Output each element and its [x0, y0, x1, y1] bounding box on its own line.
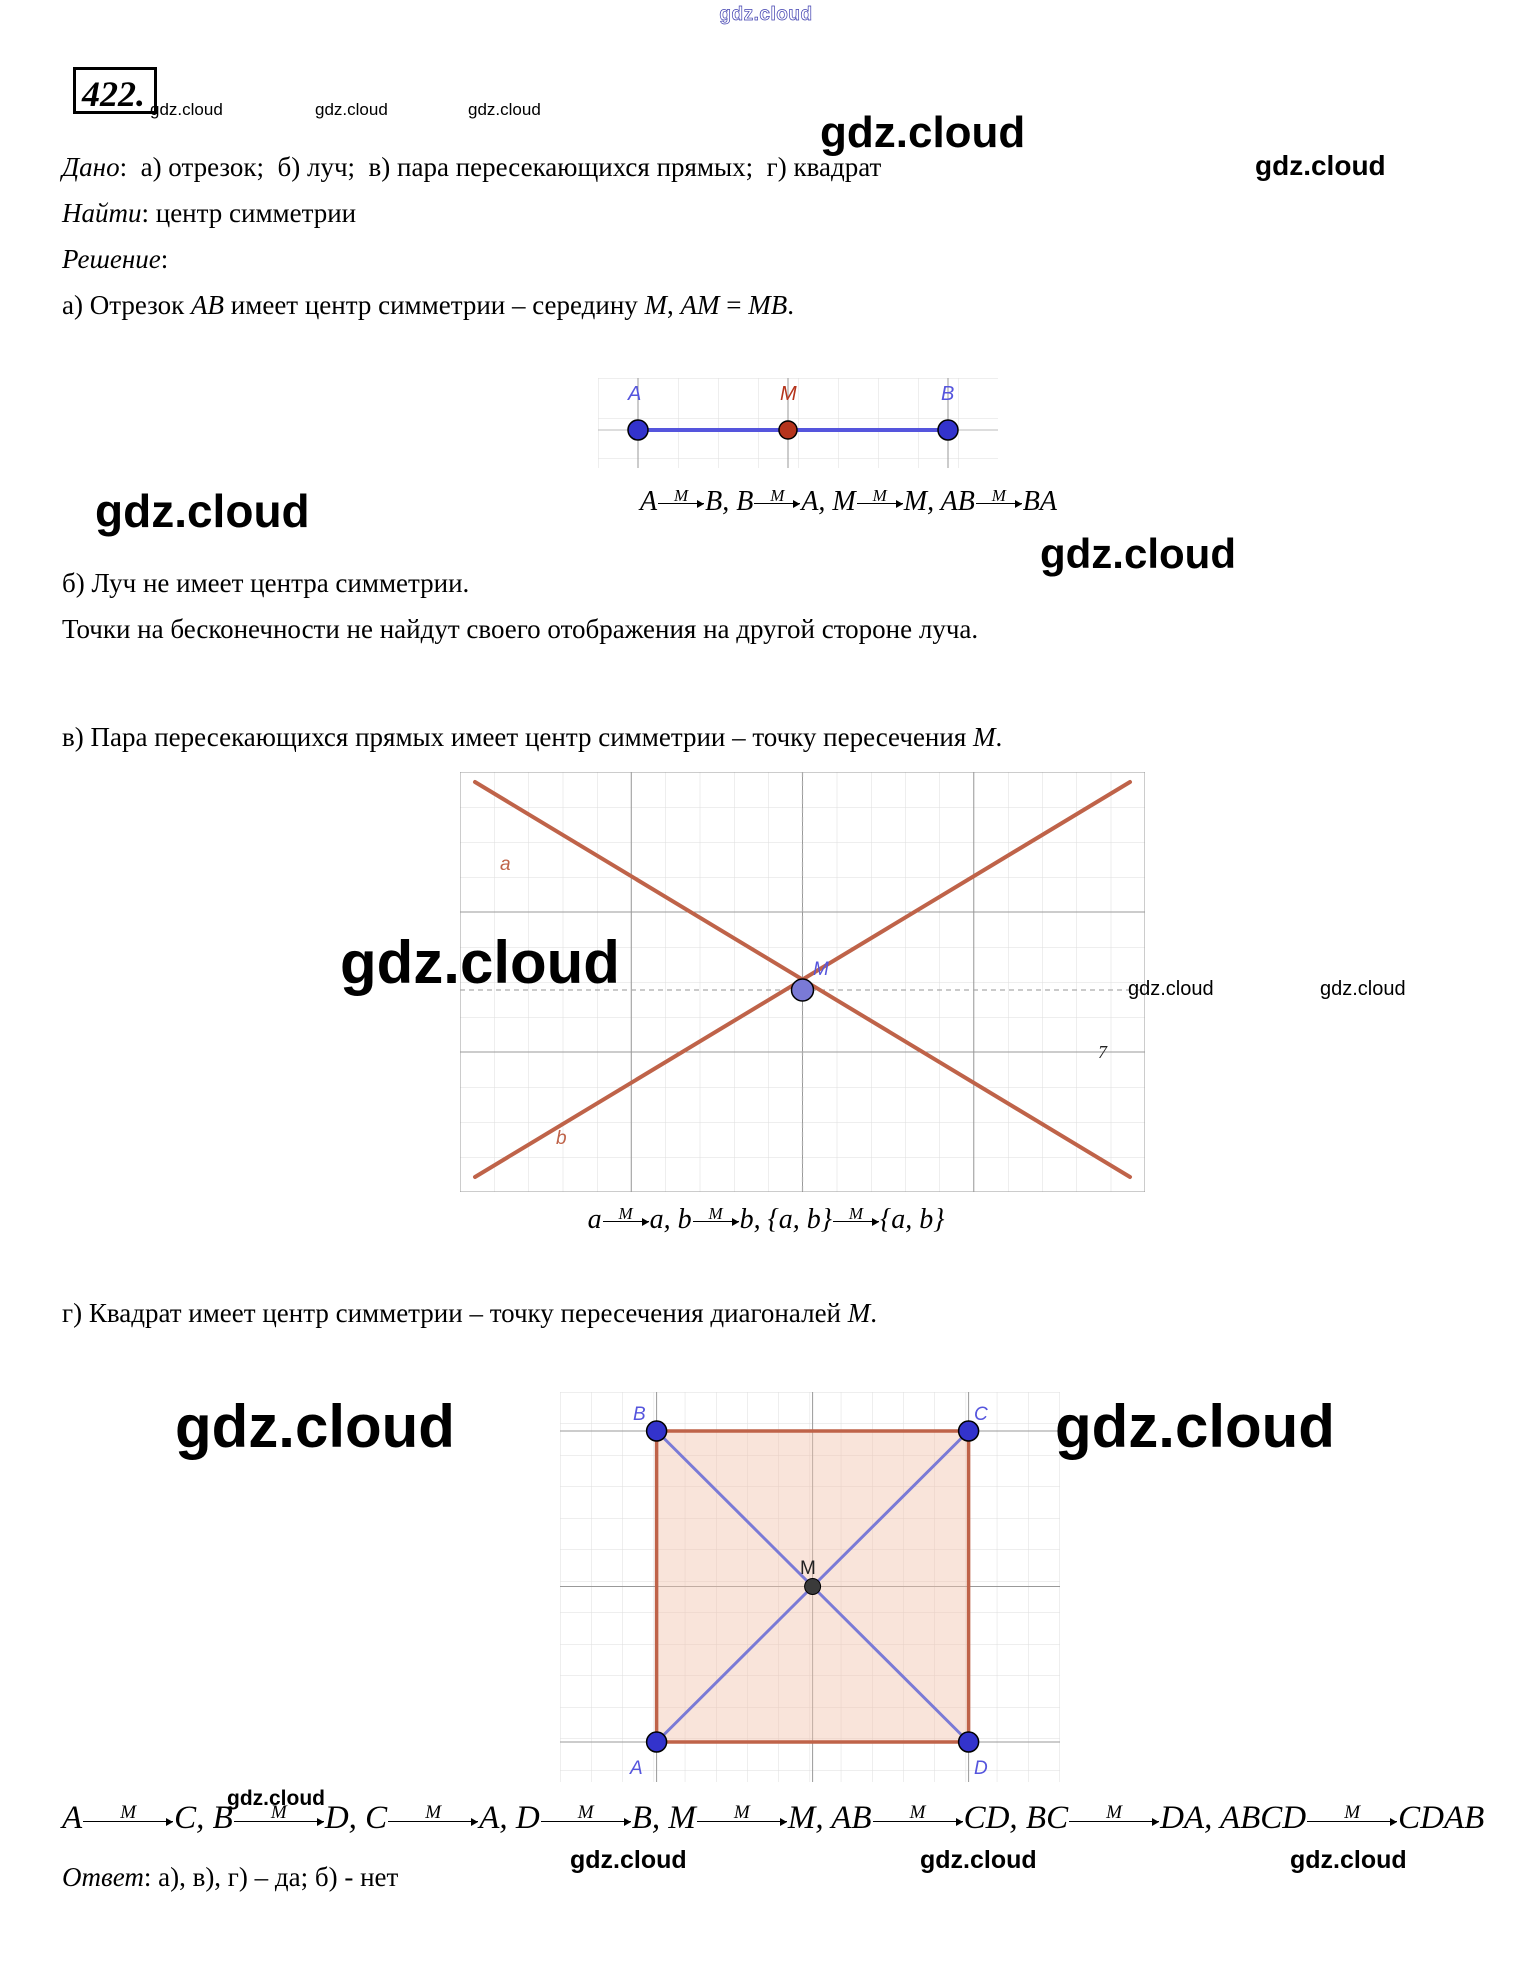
- svg-text:B: B: [941, 383, 954, 405]
- svg-text:b: b: [556, 1128, 567, 1149]
- svg-text:M: M: [813, 959, 829, 980]
- svg-text:A: A: [627, 383, 641, 405]
- svg-text:M: M: [800, 1558, 816, 1579]
- svg-text:C: C: [974, 1404, 988, 1425]
- svg-text:a: a: [500, 854, 511, 875]
- svg-text:M: M: [780, 383, 797, 405]
- svg-text:A: A: [629, 1758, 643, 1779]
- svg-text:B: B: [633, 1404, 646, 1425]
- svg-text:D: D: [974, 1758, 988, 1779]
